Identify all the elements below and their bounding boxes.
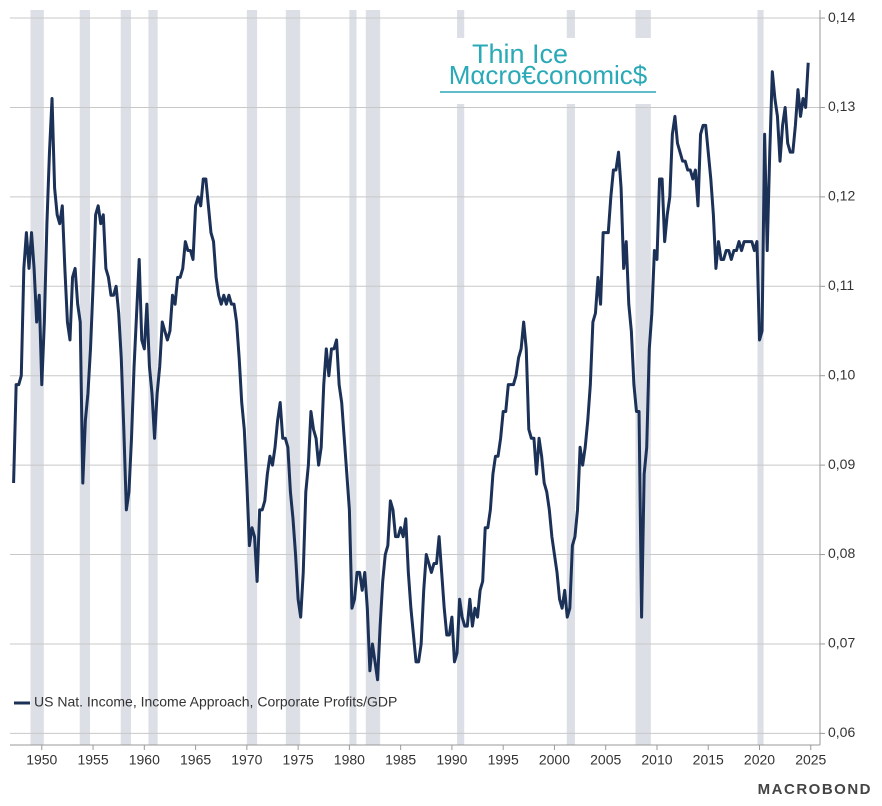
y-tick-label: 0,13 [828,98,855,114]
logo-background [432,38,664,104]
y-tick-label: 0,06 [828,724,855,740]
x-tick-label: 1995 [488,752,519,768]
x-tick-label: 1980 [334,752,365,768]
x-tick-label: 2000 [539,752,570,768]
y-tick-label: 0,12 [828,188,855,204]
y-tick-label: 0,08 [828,545,855,561]
recession-band [30,10,44,745]
x-tick-label: 1975 [283,752,314,768]
recession-band [285,10,301,745]
plot: 0,06 0,07 0,08 0,09 0,10 0,11 0,12 0,13 0,14 1950… [10,9,855,768]
recession-band [79,10,90,745]
x-tick-label: 1985 [385,752,416,768]
recession-band [349,10,357,745]
source-logo: MACROBOND [758,781,872,798]
recession-band [246,10,258,745]
recession-band [635,10,651,745]
recession-band [757,10,764,745]
x-tick-label: 1955 [77,752,108,768]
y-tick-label: 0,09 [828,456,855,472]
logo-subtitle: Mαcro€conomic$ [449,60,648,90]
y-tick-label: 0,10 [828,366,855,382]
recession-band [365,10,381,745]
series-line [12,62,810,682]
legend-label: US Nat. Income, Income Approach, Corpora… [34,694,397,710]
x-tick-label: 1965 [180,752,211,768]
y-tick-label: 0,14 [828,9,855,25]
y-tick-label: 0,07 [828,635,855,651]
x-tick-label: 1970 [231,752,262,768]
recession-band [457,10,465,745]
x-tick-label: 1960 [129,752,160,768]
x-tick-label: 2010 [641,752,672,768]
recession-band [120,10,131,745]
x-tick-label: 2020 [744,752,775,768]
recession-band [566,10,575,745]
y-tick-label: 0,11 [828,277,854,293]
x-tick-label: 2005 [590,752,621,768]
x-tick-label: 1950 [26,752,57,768]
recession-band [148,10,158,745]
x-tick-label: 2015 [693,752,724,768]
x-tick-label: 1990 [436,752,467,768]
logo-title: Thin Ice [472,39,568,69]
x-tick-label: 2025 [795,752,826,768]
